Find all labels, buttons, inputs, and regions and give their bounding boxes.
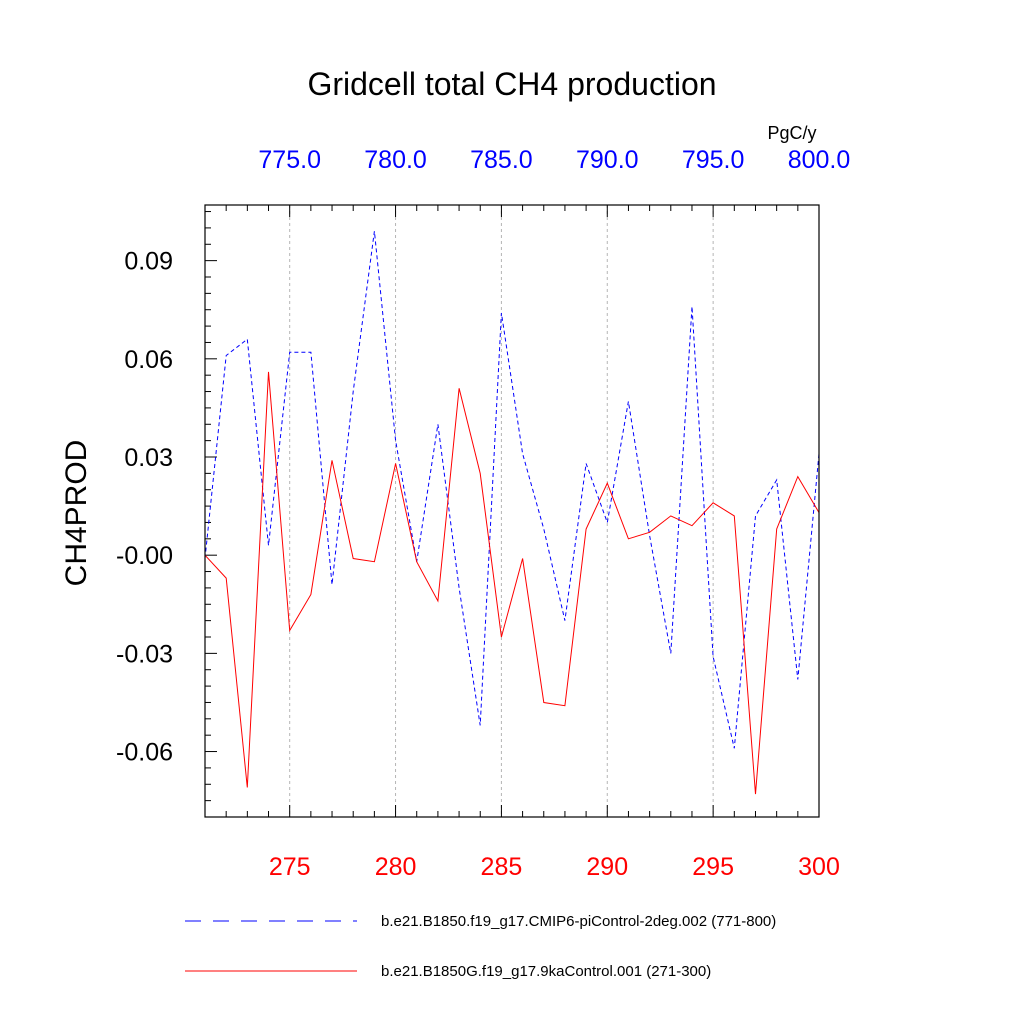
y-tick-label: -0.06 <box>116 739 173 767</box>
grid-lines <box>289 205 714 817</box>
bottom-tick-label: 280 <box>375 853 417 881</box>
bottom-tick-label: 275 <box>269 853 311 881</box>
top-tick-label: 790.0 <box>576 146 639 174</box>
top-tick-label: 800.0 <box>788 146 851 174</box>
chart-title: Gridcell total CH4 production <box>307 66 716 102</box>
y-axis-label: CH4PROD <box>60 440 93 587</box>
bottom-tick-label: 285 <box>481 853 523 881</box>
tick-labels: 275 280 285 290 295 300 775.0 780.0 785.0 790.0 79… <box>116 146 850 881</box>
series-lines <box>204 231 820 795</box>
legend-label-0: b.e21.B1850.f19_g17.CMIP6-piControl-2deg… <box>381 913 776 930</box>
legend: b.e21.B1850.f19_g17.CMIP6-piControl-2deg… <box>185 913 776 980</box>
y-tick-label: 0.03 <box>124 444 173 472</box>
legend-label-1: b.e21.B1850G.f19_g17.9kaControl.001 (271… <box>381 963 711 980</box>
top-tick-label: 780.0 <box>364 146 427 174</box>
y-tick-label: -0.00 <box>116 542 173 570</box>
y-tick-label: 0.09 <box>124 248 173 276</box>
y-tick-label: -0.03 <box>116 640 173 668</box>
top-tick-label: 775.0 <box>258 146 321 174</box>
bottom-tick-label: 290 <box>586 853 628 881</box>
series-line-1 <box>204 371 820 795</box>
series-line-0 <box>204 231 820 749</box>
units-label: PgC/y <box>767 123 816 143</box>
y-tick-label: 0.06 <box>124 346 173 374</box>
top-tick-label: 785.0 <box>470 146 533 174</box>
bottom-tick-label: 295 <box>692 853 734 881</box>
axis-ticks <box>204 205 820 817</box>
plot-frame <box>204 204 820 818</box>
top-tick-label: 795.0 <box>682 146 745 174</box>
bottom-tick-label: 300 <box>798 853 840 881</box>
